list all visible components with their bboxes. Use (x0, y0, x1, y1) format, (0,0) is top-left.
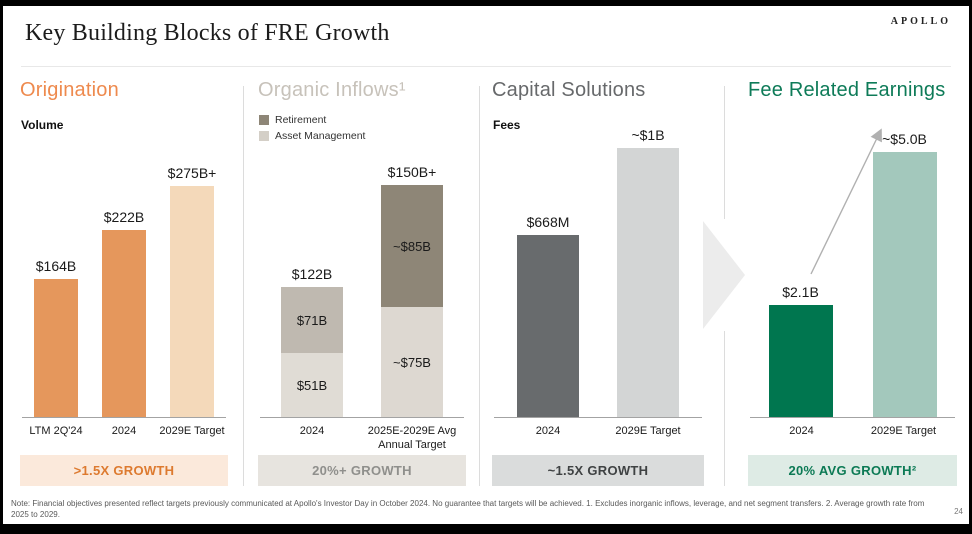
header-divider (21, 66, 951, 67)
stacked-bar: ~$85B ~$75B (381, 185, 443, 417)
bar (517, 235, 579, 417)
bar-value-label: $164B (35, 258, 77, 274)
panel-origination: Origination Volume $164B $222B $275B+ LT… (20, 78, 228, 490)
growth-callout: 20% AVG GROWTH² (748, 455, 957, 486)
legend-swatch-icon (259, 131, 269, 141)
segment-retirement: $71B (281, 287, 343, 353)
panel-fee-related-earnings: Fee Related Earnings $2.1B ~$5.0B 2024 2… (748, 78, 957, 490)
panel-divider (243, 86, 244, 486)
growth-callout: >1.5X GROWTH (20, 455, 228, 486)
legend-swatch-icon (259, 115, 269, 125)
bar-total-label: $150B+ (387, 164, 437, 180)
organic-inflows-chart: $122B $71B $51B $150B+ ~$85B ~$75B (260, 123, 464, 418)
category-label: 2024 (535, 425, 561, 437)
panel-divider (479, 86, 480, 486)
category-label: 2029E Target (615, 425, 681, 437)
bar (768, 305, 833, 417)
bar-total-label: $122B (291, 266, 333, 282)
category-label: LTM 2Q'24 (29, 425, 83, 437)
page-number: 24 (954, 507, 963, 516)
category-label: 2024 (789, 425, 814, 437)
bar-value-label: $2.1B (782, 284, 819, 300)
bar-group: $2.1B (768, 284, 833, 417)
chevron-right-icon (703, 221, 745, 329)
bar-value-label: ~$1B (631, 127, 665, 143)
bar (170, 186, 214, 417)
bar-group: $275B+ (167, 165, 217, 417)
footnote: Note: Financial objectives presented ref… (11, 498, 925, 519)
legend-item-retirement: Retirement (259, 114, 365, 126)
legend-label: Retirement (275, 114, 327, 126)
panel-title: Organic Inflows¹ (258, 79, 406, 101)
legend: Retirement Asset Management (259, 114, 365, 146)
bar-value-label: $222B (103, 209, 145, 225)
growth-callout: ~1.5X GROWTH (492, 455, 704, 486)
bar-value-label: $668M (526, 214, 570, 230)
bar-group: $122B $71B $51B (281, 266, 343, 417)
bar-group: $668M (517, 214, 579, 417)
bar-group: $164B (34, 258, 78, 417)
category-label: 2029E Target (159, 425, 225, 437)
apollo-logo: APOLLO (890, 16, 951, 27)
axis-label-volume: Volume (21, 118, 64, 132)
bar (872, 152, 937, 417)
category-axis: 2024 2029E Target (494, 424, 702, 438)
capital-solutions-chart: $668M ~$1B (494, 123, 702, 418)
bar (102, 230, 146, 417)
legend-label: Asset Management (275, 130, 366, 142)
growth-arrow-icon (810, 128, 882, 275)
panel-title: Origination (20, 79, 119, 101)
category-label: 2025E-2029E Avg Annual Target (367, 425, 457, 452)
legend-item-asset-management: Asset Management (259, 130, 365, 142)
bar-value-label: $275B+ (167, 165, 217, 181)
growth-callout: 20%+ GROWTH (258, 455, 466, 486)
panel-title: Fee Related Earnings (748, 79, 946, 101)
panel-organic-inflows: Organic Inflows¹ Retirement Asset Manage… (258, 78, 466, 490)
segment-asset-management: ~$75B (381, 307, 443, 417)
category-axis: LTM 2Q'24 2024 2029E Target (22, 424, 226, 438)
bar-group: ~$5.0B (872, 131, 937, 417)
transition-chevron-backing (701, 219, 749, 331)
bar-group: $222B (102, 209, 146, 417)
category-axis: 2024 2029E Target (750, 424, 955, 438)
segment-retirement: ~$85B (381, 185, 443, 307)
panel-title: Capital Solutions (492, 79, 646, 101)
stacked-bar: $71B $51B (281, 287, 343, 417)
category-label: 2029E Target (870, 425, 937, 437)
bar-group: $150B+ ~$85B ~$75B (381, 164, 443, 417)
bar-value-label: ~$5.0B (882, 131, 927, 147)
category-label: 2024 (111, 425, 137, 437)
bar (34, 279, 78, 417)
origination-chart: $164B $222B $275B+ (22, 123, 226, 418)
page-title: Key Building Blocks of FRE Growth (25, 20, 390, 46)
bar (617, 148, 679, 417)
panel-capital-solutions: Capital Solutions Fees $668M ~$1B 2024 2… (492, 78, 704, 490)
bar-group: ~$1B (617, 127, 679, 417)
fre-chart: $2.1B ~$5.0B (750, 123, 955, 418)
category-label: 2024 (299, 425, 325, 437)
axis-label-fees: Fees (493, 118, 521, 132)
segment-asset-management: $51B (281, 353, 343, 417)
category-axis: 2024 2025E-2029E Avg Annual Target (260, 424, 464, 453)
